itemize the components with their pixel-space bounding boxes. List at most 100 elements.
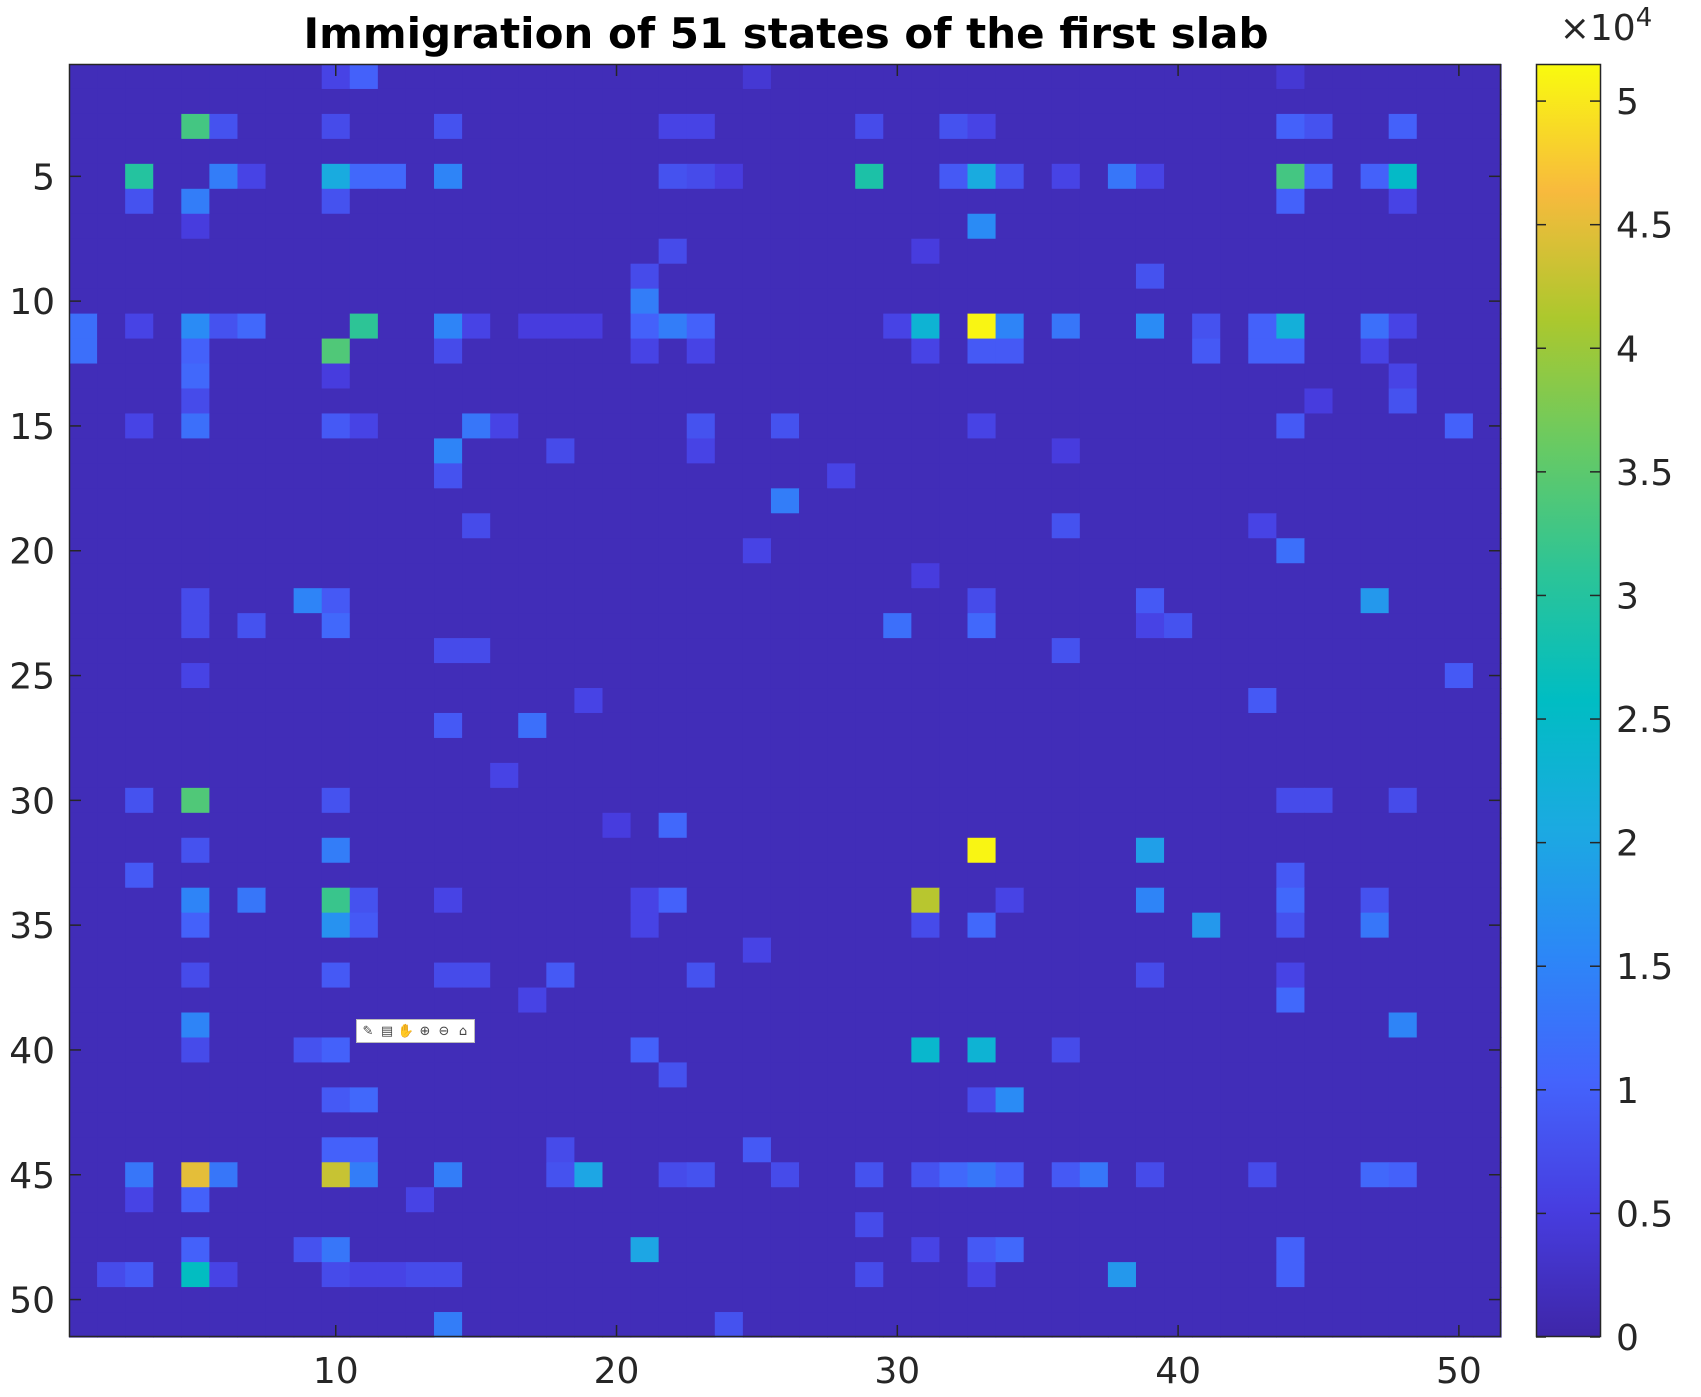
heatmap-cell — [97, 1312, 126, 1338]
heatmap-cell — [1023, 1162, 1053, 1188]
y-tick-label: 10 — [9, 282, 55, 323]
heatmap-cell — [1332, 413, 1362, 440]
heatmap-cell — [799, 613, 828, 639]
heatmap-cell — [574, 1137, 604, 1163]
heatmap-cell — [546, 762, 576, 789]
heatmap-cell — [237, 438, 267, 464]
heatmap-cell — [574, 113, 604, 140]
zoom-in-icon[interactable]: ⊕ — [419, 1023, 431, 1039]
heatmap-cell — [1220, 887, 1249, 914]
heatmap-cell — [209, 1312, 239, 1338]
data-tips-icon[interactable]: ▤ — [380, 1023, 394, 1039]
brush-icon[interactable]: ✎ — [362, 1023, 374, 1039]
heatmap-cell — [911, 538, 941, 564]
heatmap-cell — [490, 887, 519, 914]
heatmap-cell — [1107, 787, 1137, 814]
heatmap-cell — [518, 987, 547, 1014]
heatmap-cell — [153, 313, 182, 340]
heatmap-cell — [1472, 638, 1502, 664]
heatmap-cell — [321, 188, 351, 215]
heatmap-cell — [574, 962, 604, 989]
heatmap-cell — [686, 313, 716, 340]
heatmap-cell — [293, 737, 323, 764]
heatmap-cell — [97, 88, 126, 115]
heatmap-cell — [237, 1187, 267, 1213]
heatmap-cell — [209, 1037, 239, 1064]
heatmap-cell — [1164, 912, 1193, 939]
heatmap-cell — [686, 962, 716, 989]
heatmap-cell — [1023, 64, 1053, 90]
heatmap-cell — [69, 263, 98, 290]
heatmap-cell — [265, 1012, 295, 1039]
heatmap-cell — [630, 1012, 660, 1039]
heatmap-cell — [855, 663, 884, 689]
heatmap-cell — [1416, 737, 1446, 764]
heatmap-cell — [602, 962, 632, 989]
heatmap-cell — [1164, 787, 1193, 814]
heatmap-cell — [349, 338, 379, 365]
home-icon[interactable]: ⌂ — [458, 1023, 468, 1039]
heatmap-cell — [686, 463, 716, 489]
heatmap-cell — [967, 862, 997, 889]
heatmap-cell — [1107, 1187, 1137, 1213]
heatmap-cell — [911, 613, 941, 639]
heatmap-cell — [574, 64, 604, 90]
heatmap-cell — [883, 1037, 912, 1064]
heatmap-cell — [462, 837, 491, 864]
heatmap-cell — [1388, 64, 1418, 90]
heatmap-cell — [490, 588, 519, 614]
heatmap-cell — [1079, 812, 1109, 839]
heatmap-cell — [293, 538, 323, 564]
heatmap-cell — [69, 1112, 98, 1138]
heatmap-cell — [377, 313, 407, 340]
y-tick-label: 40 — [9, 1031, 55, 1072]
heatmap-cell — [321, 1087, 351, 1113]
axes-toolbar[interactable]: ✎ ▤ ✋ ⊕ ⊖ ⌂ — [356, 1019, 475, 1043]
heatmap-cell — [1023, 313, 1053, 340]
heatmap-cell — [1416, 912, 1446, 939]
heatmap-cell — [405, 188, 435, 215]
heatmap-cell — [434, 862, 463, 889]
heatmap-cell — [742, 1312, 772, 1338]
heatmap-cell — [1360, 962, 1390, 989]
heatmap-cell — [1023, 213, 1053, 240]
heatmap-cell — [658, 1087, 688, 1113]
heatmap-cell — [1164, 513, 1193, 539]
heatmap-cell — [574, 663, 604, 689]
heatmap-cell — [293, 962, 323, 989]
heatmap-cell — [462, 538, 491, 564]
heatmap-cell — [153, 613, 182, 639]
heatmap-cell — [434, 413, 463, 440]
heatmap-cell — [69, 1262, 98, 1288]
heatmap-cell — [1388, 912, 1418, 939]
heatmap-cell — [1135, 463, 1165, 489]
heatmap-cell — [911, 663, 941, 689]
heatmap-cell — [799, 962, 828, 989]
heatmap-cell — [321, 363, 351, 390]
heatmap-cell — [434, 712, 463, 739]
heatmap-cell — [827, 563, 856, 589]
heatmap-cell — [1304, 887, 1334, 914]
zoom-out-icon[interactable]: ⊖ — [438, 1023, 450, 1039]
heatmap-cell — [293, 937, 323, 964]
colorbar[interactable]: 00.511.522.533.544.55 ×104 — [1535, 3, 1673, 1359]
heatmap-cell — [1192, 338, 1221, 365]
heatmap-cell — [321, 338, 351, 365]
heatmap-cell — [602, 113, 632, 140]
heatmap-cell — [630, 837, 660, 864]
heatmap-cell — [827, 937, 856, 964]
heatmap-cell — [97, 163, 126, 190]
pan-hand-icon[interactable]: ✋ — [397, 1023, 415, 1039]
heatmap-cell — [1023, 887, 1053, 914]
heatmap-cell — [125, 488, 154, 514]
heatmap-cell — [1388, 837, 1418, 864]
heatmap-cell — [377, 138, 407, 165]
heatmap-cell — [1220, 1287, 1249, 1313]
heatmap-cell — [770, 962, 800, 989]
heatmap-cell — [434, 338, 463, 365]
heatmap-cell — [1444, 912, 1474, 939]
heatmap-cell — [1107, 138, 1137, 165]
heatmap-cell — [490, 712, 519, 739]
heatmap-cell — [1051, 937, 1081, 964]
